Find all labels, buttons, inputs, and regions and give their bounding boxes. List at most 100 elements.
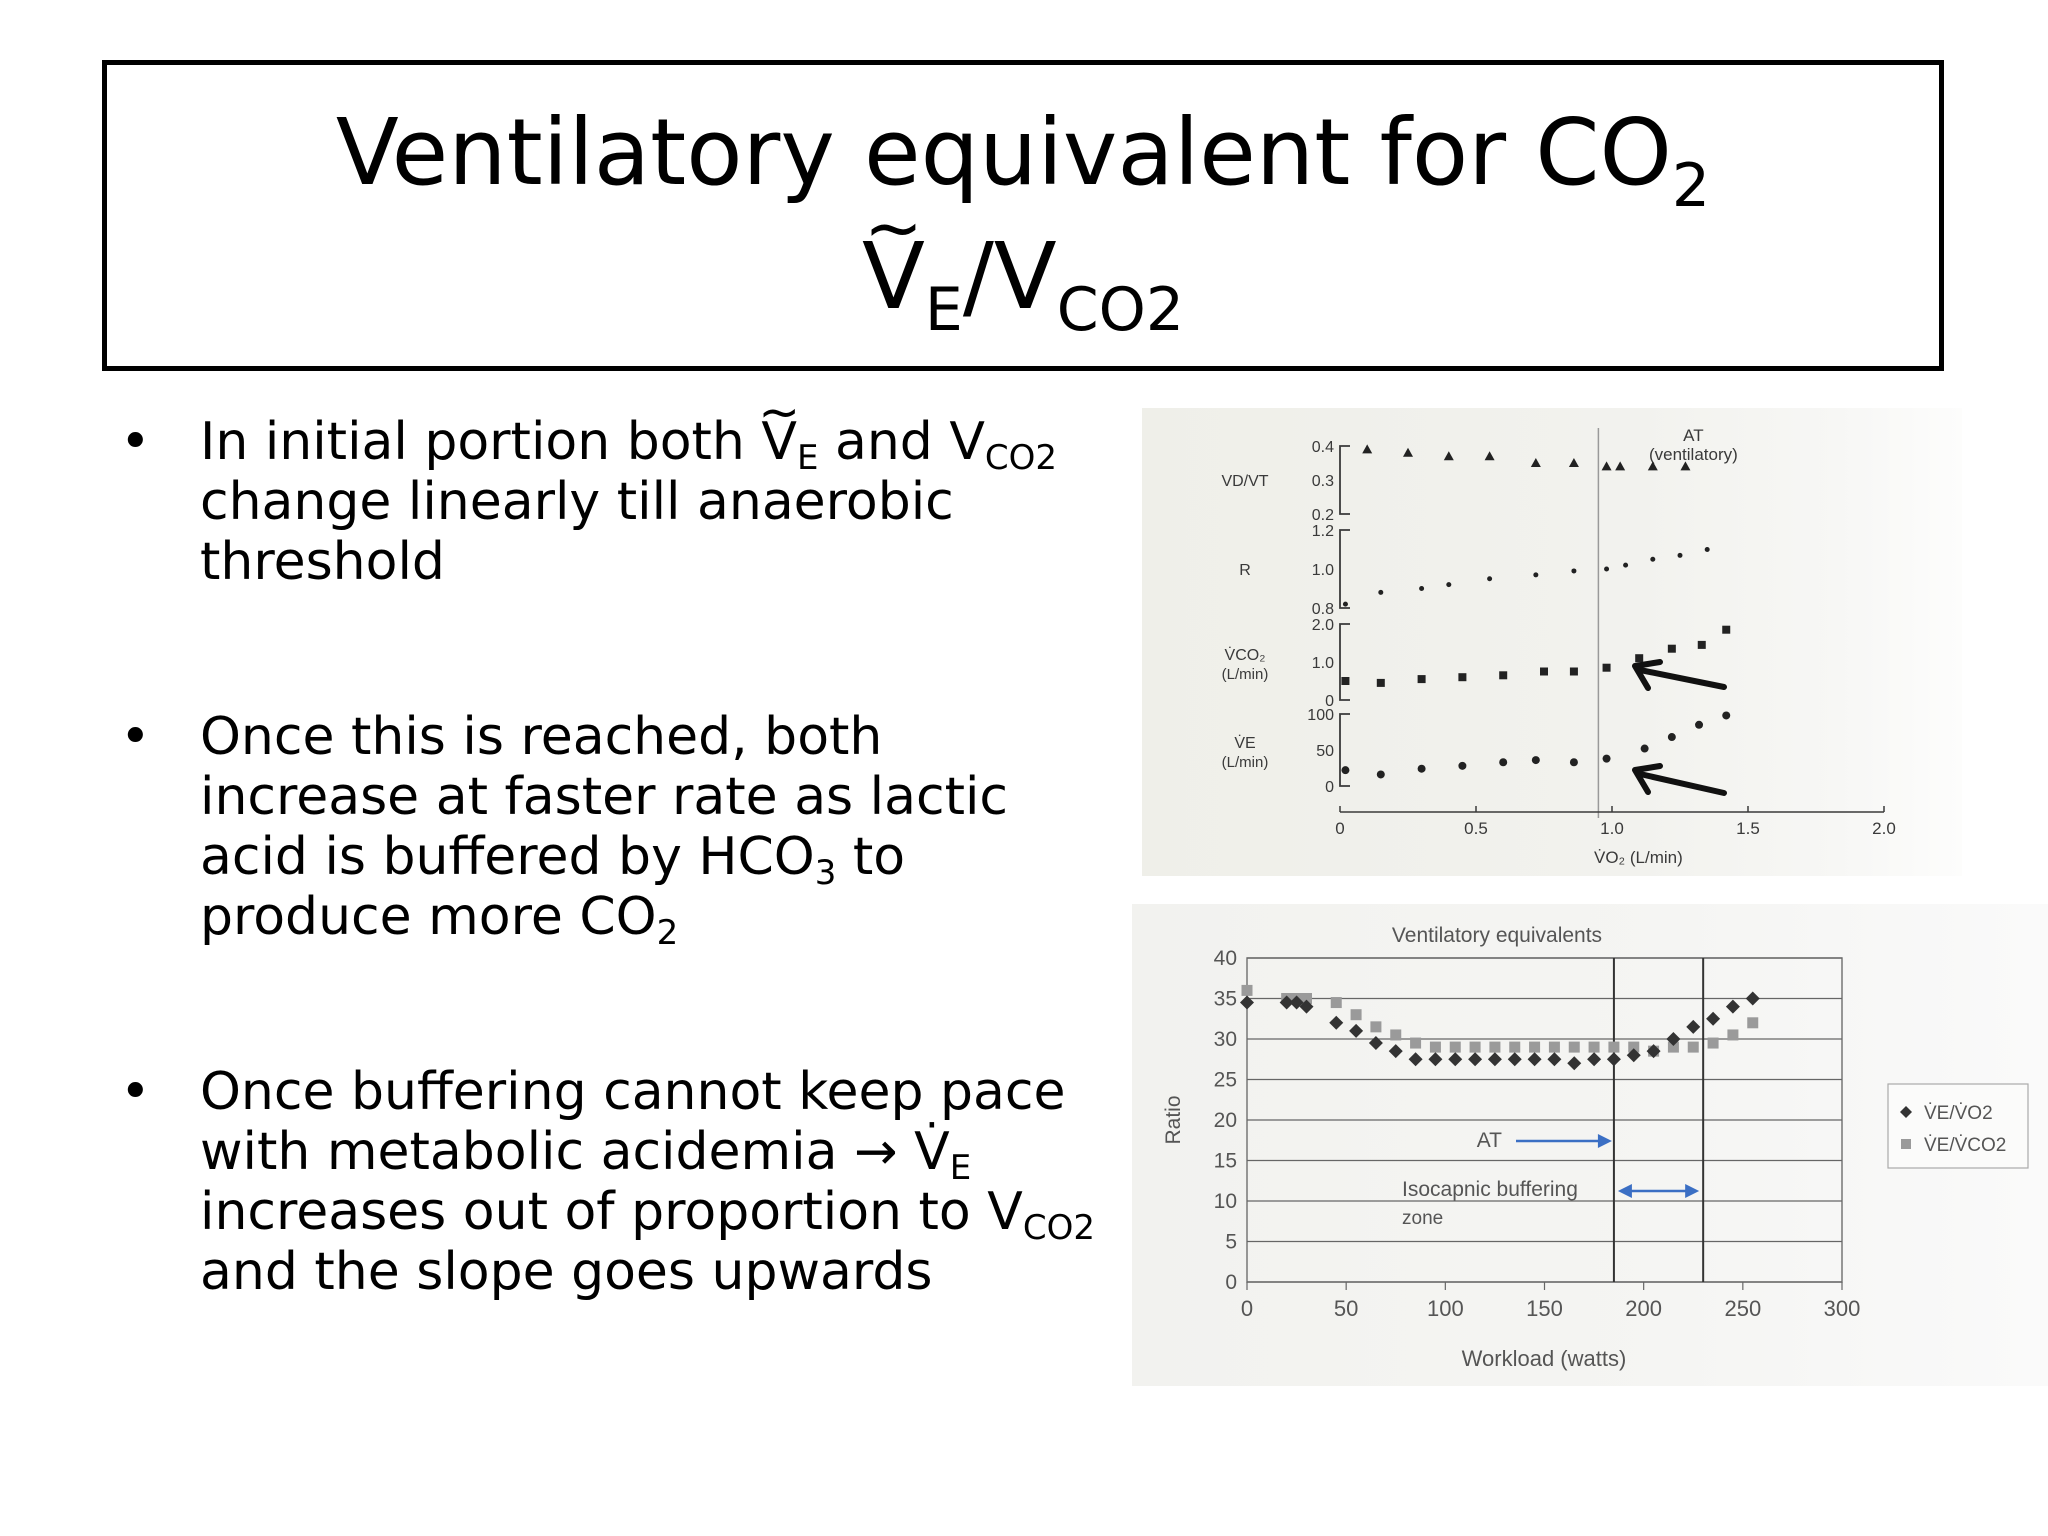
data-point-dot	[1695, 720, 1704, 729]
legend-entry-label: V̇E/V̇O2	[1924, 1103, 1993, 1124]
bullet-dot-icon: •	[120, 412, 151, 472]
data-point-square	[1667, 644, 1676, 653]
data-point-square	[1707, 1037, 1719, 1049]
x-tick-label: 50	[1334, 1296, 1358, 1321]
data-point-diamond	[1547, 1052, 1562, 1067]
data-point-dot	[1458, 761, 1467, 770]
bullet-item-2: • Once this is reached, both increase at…	[120, 707, 1110, 950]
data-point-square	[1722, 625, 1731, 634]
data-point-dot	[1341, 766, 1350, 775]
data-point-square	[1376, 678, 1385, 687]
chart-2-svg: 0 5 10 15 20 25 30 35 40 0 50 100 150 200 250 300 Ventil…	[1162, 924, 2029, 1371]
data-point-dot	[1722, 711, 1731, 720]
data-point-dot	[1499, 758, 1508, 767]
data-point-square	[1548, 1041, 1560, 1053]
data-point-square	[1489, 1041, 1501, 1053]
data-point-square	[1727, 1029, 1739, 1041]
data-point-diamond	[1606, 1052, 1621, 1067]
data-point-triangle	[1601, 461, 1612, 471]
panel-y-tick-label: 100	[1307, 707, 1334, 724]
data-point-square	[1602, 663, 1611, 672]
x-axis-label: V̇O₂ (L/min)	[1594, 848, 1683, 867]
bullet-2-sub-3: 3	[814, 853, 837, 893]
buffer-arrow-head-right	[1685, 1184, 1700, 1198]
title-ve-symbol: V	[862, 231, 925, 323]
data-point-triangle	[1403, 447, 1413, 457]
x-tick-label: 0.5	[1464, 819, 1488, 838]
panel-y-tick-label: 1.2	[1312, 523, 1334, 540]
bullet-3-text-a: Once buffering cannot keep pace with met…	[200, 1062, 1066, 1182]
data-point-diamond	[1448, 1052, 1463, 1067]
panel-y-tick-label: 2.0	[1312, 617, 1334, 634]
data-point-dot	[1531, 756, 1540, 765]
data-point-square	[1608, 1041, 1620, 1053]
title-line-1-sub: 2	[1671, 151, 1711, 221]
legend-marker-square	[1901, 1139, 1911, 1149]
title-line-1-text: Ventilatory equivalent for CO	[335, 99, 1672, 206]
data-point-dot	[1650, 556, 1656, 562]
data-point-square	[1370, 1021, 1382, 1033]
x-tick-label: 2.0	[1872, 819, 1896, 838]
y-tick-label: 25	[1214, 1069, 1237, 1092]
x-axis-label: Workload (watts)	[1462, 1346, 1627, 1371]
bullet-3-sub-e: E	[949, 1148, 972, 1188]
bullet-3-text-b: increases out of proportion to V	[200, 1182, 1023, 1242]
panel-axis-bracket	[1339, 623, 1350, 701]
data-point-triangle	[1443, 451, 1454, 461]
bullet-3-sub-co2: CO2	[1022, 1208, 1095, 1248]
data-point-diamond	[1408, 1052, 1423, 1067]
panel-y-tick-label: 0.3	[1312, 473, 1334, 490]
data-point-square	[1449, 1041, 1461, 1053]
data-point-diamond	[1289, 995, 1304, 1010]
data-point-square	[1410, 1037, 1422, 1049]
data-point-dot	[1623, 562, 1629, 568]
data-point-square	[1341, 677, 1350, 685]
data-point-square	[1509, 1041, 1521, 1053]
data-point-triangle	[1680, 461, 1691, 471]
panel-y-label: R	[1239, 562, 1251, 579]
panel-y-tick-label: 0.8	[1312, 601, 1334, 618]
data-point-diamond	[1240, 995, 1254, 1010]
buffer-arrow-head-left	[1617, 1184, 1632, 1198]
bullet-1-sub-e: E	[796, 438, 819, 478]
data-point-square	[1390, 1029, 1402, 1041]
x-tick-label: 200	[1625, 1296, 1662, 1321]
threshold-label: AT	[1683, 426, 1703, 445]
data-point-square	[1241, 984, 1253, 996]
data-point-square	[1747, 1017, 1759, 1029]
panel-axis-bracket	[1339, 445, 1350, 515]
chart-1-svg: AT(ventilatory) 0.4 0.3 0.2 VD/VT 1.2 1.0 0.8 R 2…	[1221, 426, 1896, 867]
title-box: Ventilatory equivalent for CO2 VE/VCO2	[102, 60, 1944, 371]
data-point-diamond	[1299, 999, 1314, 1014]
panel-y-tick-label: 1.0	[1312, 655, 1334, 672]
bullet-1-text-a: In initial portion both	[200, 412, 762, 472]
y-axis-label: Ratio	[1162, 1095, 1185, 1144]
data-point-dot	[1704, 547, 1710, 552]
bullet-list: • In initial portion both VE and VCO2 ch…	[120, 412, 1110, 1417]
annotation-buffer-line1: Isocapnic buffering	[1402, 1178, 1578, 1201]
data-point-square	[1499, 671, 1508, 680]
panel-y-tick-label: 0.2	[1312, 507, 1334, 524]
data-point-diamond	[1507, 1052, 1522, 1067]
data-point-triangle	[1484, 451, 1495, 461]
data-point-diamond	[1626, 1048, 1641, 1063]
chart-ventilatory-equivalents: 0 5 10 15 20 25 30 35 40 0 50 100 150 200 250 300 Ventil…	[1132, 904, 2048, 1386]
data-point-diamond	[1388, 1044, 1403, 1059]
y-tick-label: 35	[1214, 988, 1237, 1011]
data-point-dot	[1342, 601, 1348, 607]
data-point-square	[1540, 667, 1548, 676]
data-point-square	[1588, 1041, 1600, 1053]
y-tick-label: 20	[1214, 1109, 1237, 1132]
y-tick-label: 10	[1214, 1190, 1237, 1213]
bullet-item-3: • Once buffering cannot keep pace with m…	[120, 1062, 1110, 1302]
y-tick-label: 5	[1225, 1231, 1237, 1254]
legend-box	[1887, 1083, 2029, 1169]
data-point-dot	[1378, 589, 1384, 595]
data-point-square	[1330, 997, 1342, 1009]
panel-y-unit: (L/min)	[1222, 754, 1269, 771]
data-point-dot	[1571, 568, 1577, 574]
bullet-2-sub-2: 2	[656, 913, 679, 953]
bullet-1-text-b: and V	[818, 412, 985, 472]
y-tick-label: 40	[1214, 947, 1237, 970]
data-point-triangle	[1362, 444, 1373, 454]
